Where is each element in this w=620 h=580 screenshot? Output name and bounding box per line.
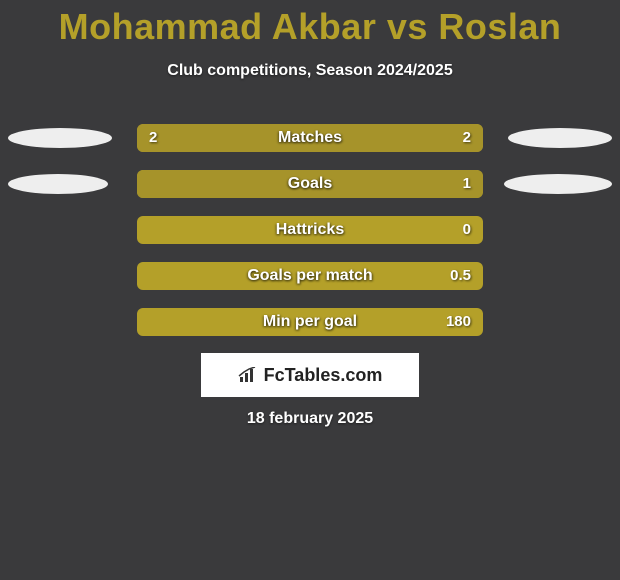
stat-value-right: 2	[463, 124, 471, 152]
comparison-infographic: Mohammad Akbar vs Roslan Club competitio…	[0, 0, 620, 580]
stat-bar: Min per goal	[137, 308, 483, 336]
stat-label: Hattricks	[137, 216, 483, 244]
stat-value-left: 2	[149, 124, 157, 152]
stat-label: Goals	[137, 170, 483, 198]
ellipse-right	[508, 128, 612, 148]
stat-bar: Goals per match	[137, 262, 483, 290]
stat-bar: Goals	[137, 170, 483, 198]
stat-label: Matches	[137, 124, 483, 152]
stat-row: Min per goal180	[0, 308, 620, 336]
stat-row: Matches2 2	[0, 124, 620, 152]
logo-box: FcTables.com	[201, 353, 419, 397]
subtitle: Club competitions, Season 2024/2025	[0, 62, 620, 80]
stat-bar: Hattricks	[137, 216, 483, 244]
date-text: 18 february 2025	[0, 410, 620, 428]
stat-label: Min per goal	[137, 308, 483, 336]
stat-value-right: 1	[463, 170, 471, 198]
stat-row: Goals1	[0, 170, 620, 198]
ellipse-left	[8, 174, 108, 194]
ellipse-right	[504, 174, 612, 194]
stats-container: Matches2 2 Goals1 Hattricks0 Goals per match…	[0, 124, 620, 354]
stat-value-right: 0	[463, 216, 471, 244]
stat-label: Goals per match	[137, 262, 483, 290]
stat-bar: Matches	[137, 124, 483, 152]
ellipse-left	[8, 128, 112, 148]
logo-text: FcTables.com	[264, 365, 383, 386]
stat-value-right: 180	[446, 308, 471, 336]
stat-row: Goals per match0.5	[0, 262, 620, 290]
page-title: Mohammad Akbar vs Roslan	[0, 0, 620, 48]
logo: FcTables.com	[238, 365, 383, 386]
stat-row: Hattricks0	[0, 216, 620, 244]
bar-chart-icon	[238, 367, 258, 383]
stat-value-right: 0.5	[450, 262, 471, 290]
